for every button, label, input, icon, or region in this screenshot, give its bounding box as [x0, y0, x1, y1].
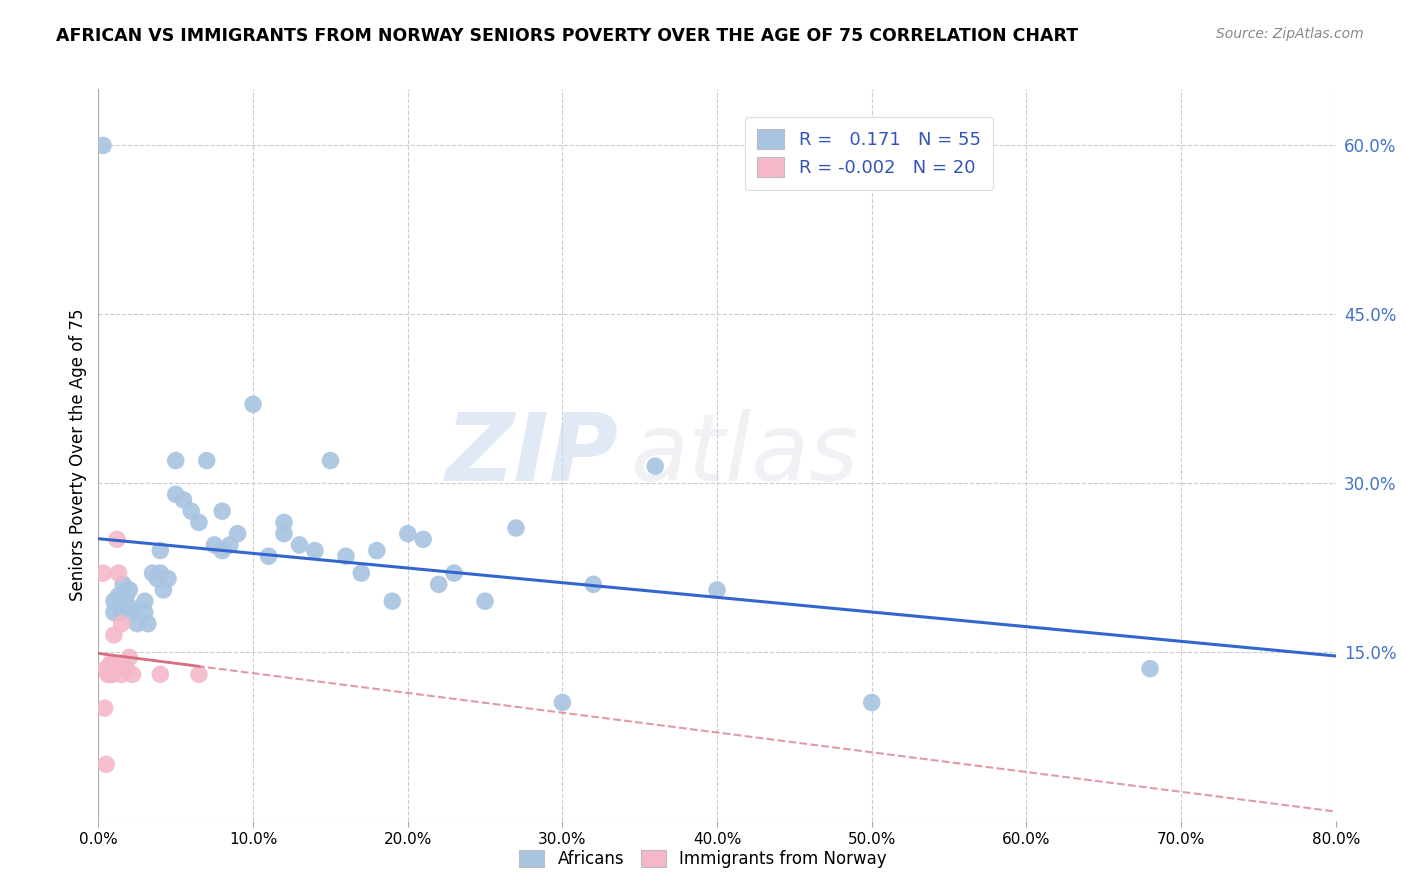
- Point: [304, 543, 326, 558]
- Point: [381, 594, 404, 608]
- Point: [91, 138, 114, 153]
- Point: [115, 589, 138, 603]
- Point: [242, 397, 264, 411]
- Point: [219, 538, 242, 552]
- Point: [96, 662, 118, 676]
- Point: [273, 516, 295, 530]
- Point: [257, 549, 280, 564]
- Point: [121, 606, 143, 620]
- Point: [134, 594, 156, 608]
- Point: [103, 606, 125, 620]
- Point: [111, 606, 134, 620]
- Point: [396, 526, 419, 541]
- Point: [350, 566, 373, 580]
- Point: [427, 577, 450, 591]
- Point: [142, 566, 165, 580]
- Point: [288, 538, 311, 552]
- Point: [188, 667, 211, 681]
- Point: [165, 487, 187, 501]
- Point: [93, 701, 115, 715]
- Point: [100, 667, 122, 681]
- Point: [180, 504, 202, 518]
- Point: [1139, 662, 1161, 676]
- Point: [115, 662, 138, 676]
- Text: AFRICAN VS IMMIGRANTS FROM NORWAY SENIORS POVERTY OVER THE AGE OF 75 CORRELATION: AFRICAN VS IMMIGRANTS FROM NORWAY SENIOR…: [56, 27, 1078, 45]
- Point: [146, 572, 169, 586]
- Point: [204, 538, 226, 552]
- Point: [111, 594, 134, 608]
- Point: [91, 566, 114, 580]
- Point: [107, 566, 129, 580]
- Point: [103, 628, 125, 642]
- Point: [97, 667, 120, 681]
- Point: [105, 533, 128, 547]
- Point: [100, 656, 122, 670]
- Point: [101, 667, 124, 681]
- Point: [127, 616, 149, 631]
- Point: [644, 459, 666, 474]
- Point: [335, 549, 357, 564]
- Point: [136, 616, 159, 631]
- Point: [366, 543, 388, 558]
- Point: [149, 566, 172, 580]
- Point: [96, 757, 118, 772]
- Legend: R =   0.171   N = 55, R = -0.002   N = 20: R = 0.171 N = 55, R = -0.002 N = 20: [745, 117, 994, 190]
- Point: [134, 606, 156, 620]
- Point: [103, 594, 125, 608]
- Point: [152, 582, 174, 597]
- Point: [211, 543, 233, 558]
- Point: [111, 667, 134, 681]
- Point: [118, 650, 141, 665]
- Point: [211, 504, 233, 518]
- Point: [319, 453, 342, 467]
- Point: [195, 453, 218, 467]
- Point: [107, 589, 129, 603]
- Point: [188, 516, 211, 530]
- Point: [860, 696, 883, 710]
- Point: [118, 582, 141, 597]
- Legend: Africans, Immigrants from Norway: Africans, Immigrants from Norway: [513, 843, 893, 875]
- Point: [173, 492, 195, 507]
- Point: [103, 656, 125, 670]
- Point: [121, 667, 143, 681]
- Point: [474, 594, 496, 608]
- Point: [118, 599, 141, 614]
- Text: ZIP: ZIP: [446, 409, 619, 501]
- Text: Source: ZipAtlas.com: Source: ZipAtlas.com: [1216, 27, 1364, 41]
- Point: [582, 577, 605, 591]
- Y-axis label: Seniors Poverty Over the Age of 75: Seniors Poverty Over the Age of 75: [69, 309, 87, 601]
- Point: [149, 667, 172, 681]
- Point: [505, 521, 527, 535]
- Point: [412, 533, 434, 547]
- Point: [706, 582, 728, 597]
- Point: [273, 526, 295, 541]
- Point: [165, 453, 187, 467]
- Point: [226, 526, 249, 541]
- Point: [149, 543, 172, 558]
- Point: [443, 566, 465, 580]
- Point: [157, 572, 180, 586]
- Text: atlas: atlas: [630, 409, 859, 500]
- Point: [98, 662, 121, 676]
- Point: [551, 696, 574, 710]
- Point: [111, 616, 134, 631]
- Point: [112, 577, 135, 591]
